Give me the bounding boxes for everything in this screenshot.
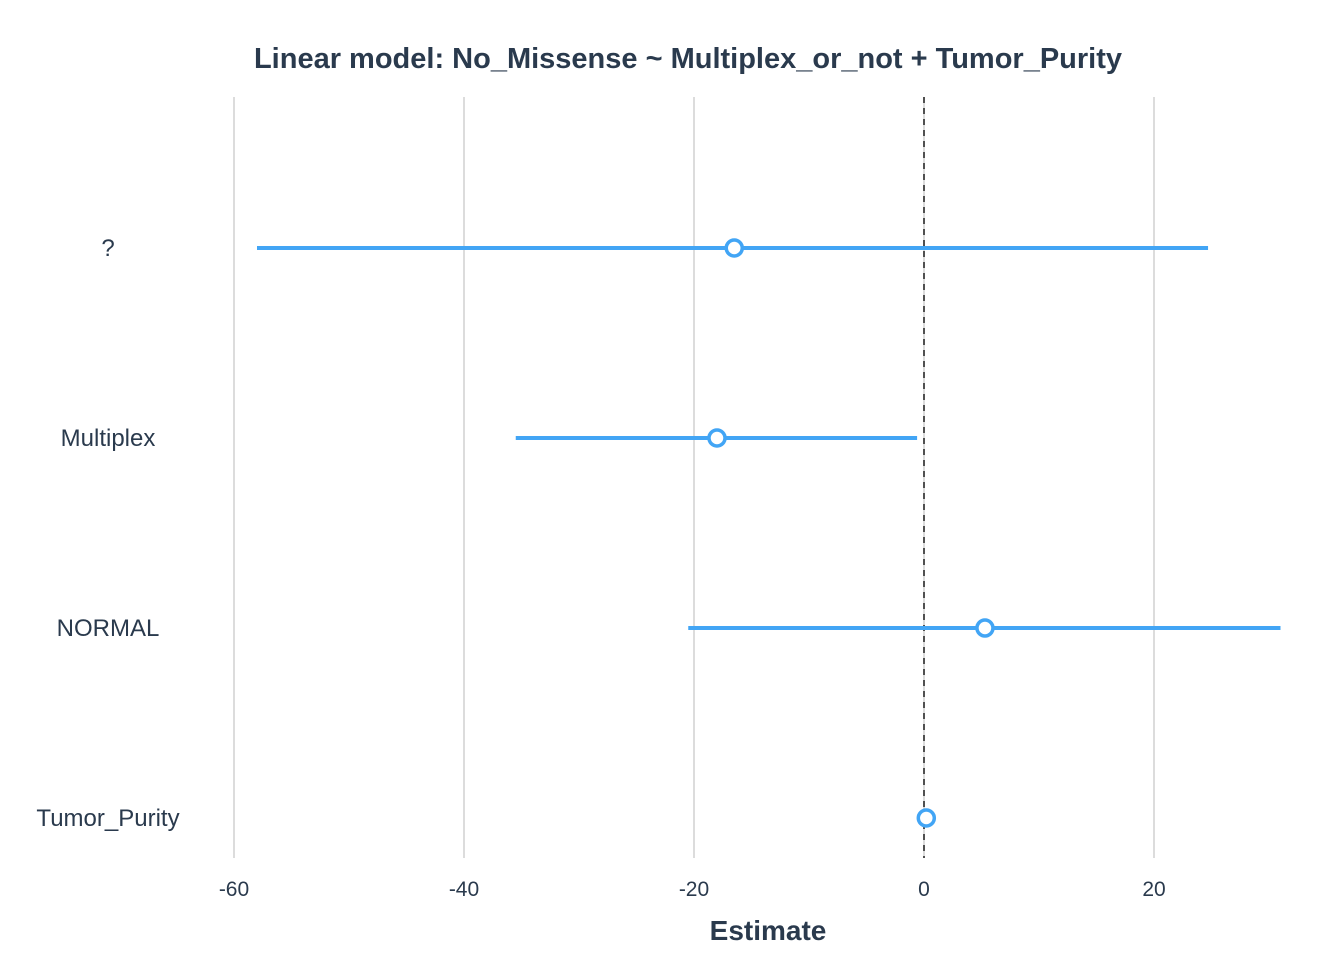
y-axis-categories: ? Multiplex NORMAL Tumor_Purity	[36, 235, 179, 832]
estimate-point	[724, 238, 744, 258]
x-axis-ticks: -60 -40 -20 0 20	[219, 878, 1166, 901]
category-label: ?	[101, 235, 114, 262]
category-label: NORMAL	[57, 615, 160, 642]
gridlines	[233, 97, 1155, 858]
x-tick-label: 0	[918, 878, 930, 901]
estimate-point	[707, 428, 727, 448]
x-tick-label: -40	[449, 878, 479, 901]
estimates-series	[257, 238, 1281, 828]
estimate-point	[916, 808, 937, 828]
x-axis-title: Estimate	[710, 915, 827, 946]
category-label: Multiplex	[61, 425, 156, 452]
category-label: Tumor_Purity	[36, 805, 179, 832]
x-tick-label: -20	[679, 878, 709, 901]
chart-title: Linear model: No_Missense ~ Multiplex_or…	[254, 43, 1122, 75]
estimate-point	[975, 618, 995, 638]
x-tick-label: 20	[1142, 878, 1165, 901]
x-tick-label: -60	[219, 878, 249, 901]
